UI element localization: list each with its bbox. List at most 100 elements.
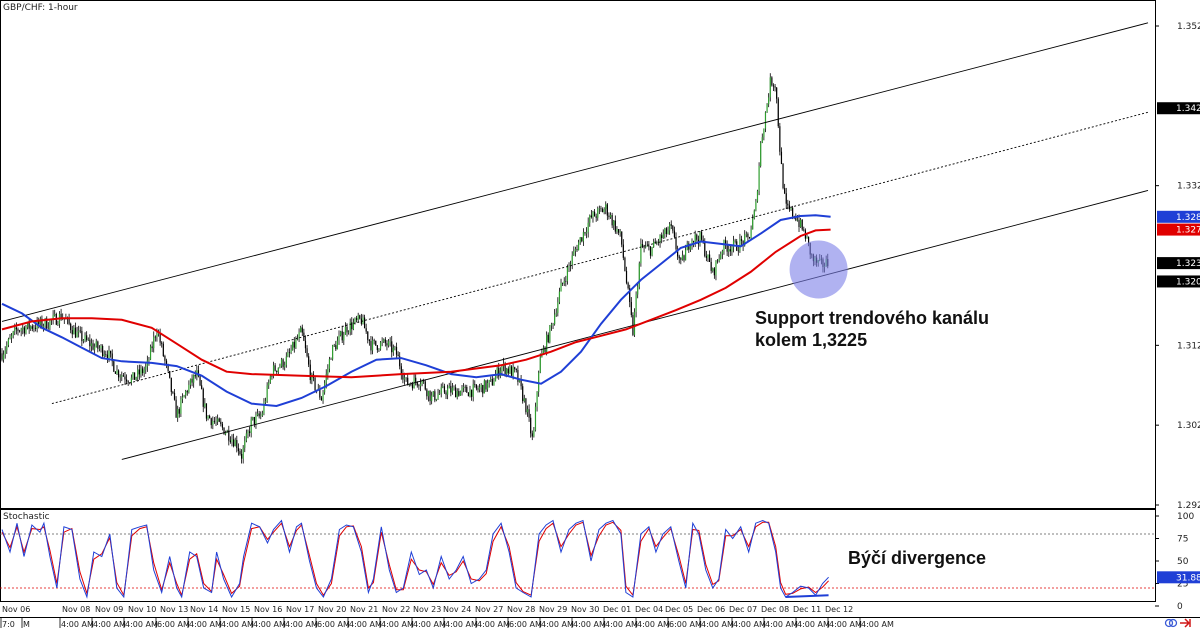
candle-body (20, 329, 22, 331)
price-axis-tick-label: 1.3128 (1177, 341, 1200, 351)
candle-body (232, 439, 235, 447)
candle-body (587, 222, 589, 233)
candle-body (225, 432, 227, 435)
candle-body (477, 388, 479, 390)
candle-body (381, 341, 383, 343)
candle-body (619, 231, 621, 233)
candle-body (466, 386, 468, 393)
candle-body (635, 294, 637, 312)
price-axis-tick-label: 1.3528 (1177, 22, 1200, 32)
candle-body (654, 241, 656, 244)
candle-body (293, 341, 295, 348)
price-badge (1157, 257, 1200, 270)
candle-body (395, 346, 398, 355)
arrow-right-icon[interactable] (1180, 618, 1191, 628)
candle-body (121, 375, 123, 377)
candle-body (685, 250, 687, 261)
candle-body (771, 77, 773, 86)
candle-body (483, 380, 485, 394)
date-axis-label: Nov 08 (62, 605, 90, 614)
candle-body (276, 370, 278, 372)
candle-body (662, 234, 664, 239)
time-axis-label: 4:00 AM (381, 620, 414, 628)
candle-body (272, 365, 275, 377)
candle-body (744, 234, 746, 246)
candle-body (777, 98, 779, 127)
candle-body (416, 381, 418, 386)
candle-body (399, 356, 401, 367)
candle-body (704, 241, 706, 257)
candle-body (512, 367, 514, 376)
candle-body (266, 385, 268, 402)
candle-body (506, 368, 508, 374)
candle-body (415, 377, 417, 382)
candle-body (325, 374, 327, 384)
candle-body (617, 229, 620, 233)
moving-average-line-2 (1, 228, 831, 379)
candle-body (715, 260, 717, 276)
candle-body (440, 387, 442, 394)
candle-body (130, 377, 132, 383)
candle-body (445, 392, 447, 395)
date-axis-label: Dec 07 (729, 605, 757, 614)
date-axis-label: Dec 08 (761, 605, 789, 614)
candle-body (94, 346, 96, 350)
candle-body (180, 399, 182, 414)
candle-body (558, 291, 561, 303)
candle-body (379, 342, 382, 350)
price-axis-tick-label: 1.2928 (1177, 501, 1200, 511)
candle-body (9, 337, 11, 340)
candle-body (585, 232, 588, 234)
stochastic-lines (1, 519, 829, 599)
date-axis-label: Nov 09 (95, 605, 123, 614)
candle-body (750, 229, 752, 239)
candle-body (327, 368, 329, 375)
candle-body (111, 353, 113, 362)
candle-body (485, 380, 487, 390)
annotation-support-line-1: Support trendového kanálu (755, 308, 989, 328)
candle-body (102, 345, 104, 356)
candle-body (282, 359, 284, 368)
candle-body (616, 229, 618, 232)
time-axis-label: 6:00 AM (669, 620, 702, 628)
candle-body (133, 372, 136, 380)
candle-body (437, 394, 439, 400)
stochastic-axis: 100 75 50 25 0 31.88 (1155, 512, 1200, 612)
candle-body (523, 398, 525, 402)
candle-body (496, 367, 498, 376)
time-axis-label: 6:00 AM (509, 620, 542, 628)
price-badge (1157, 210, 1200, 223)
candle-body (649, 246, 652, 256)
candle-body (630, 301, 632, 316)
candle-body (526, 409, 529, 413)
candle-body (472, 384, 474, 397)
candle-body (23, 327, 25, 334)
candle-body (776, 87, 778, 99)
candle-body (295, 339, 297, 348)
candle-body (188, 384, 190, 393)
candle-body (301, 327, 303, 333)
candle-body (632, 315, 634, 335)
candle-body (288, 352, 291, 354)
date-axis-label: Nov 23 (413, 605, 441, 614)
candle-body (456, 391, 458, 398)
candle-body (629, 288, 631, 302)
candle-body (33, 327, 35, 329)
candle-body (608, 215, 610, 218)
candle-body (723, 240, 725, 252)
price-axis: 1.3528 1.3328 1.3128 1.3028 1.2928 (1155, 22, 1200, 511)
layers-icon[interactable] (1164, 618, 1178, 628)
candle-body (740, 239, 743, 241)
candle-body (669, 224, 671, 231)
candle-body (576, 249, 578, 251)
candle-body (517, 369, 519, 382)
stochastic-axis-tick-label: 100 (1177, 512, 1194, 522)
price-badge (1157, 275, 1200, 288)
candle-body (482, 385, 484, 394)
candle-body (780, 151, 783, 164)
candle-body (252, 417, 254, 420)
candle-body (659, 235, 661, 243)
candle-body (193, 374, 195, 383)
